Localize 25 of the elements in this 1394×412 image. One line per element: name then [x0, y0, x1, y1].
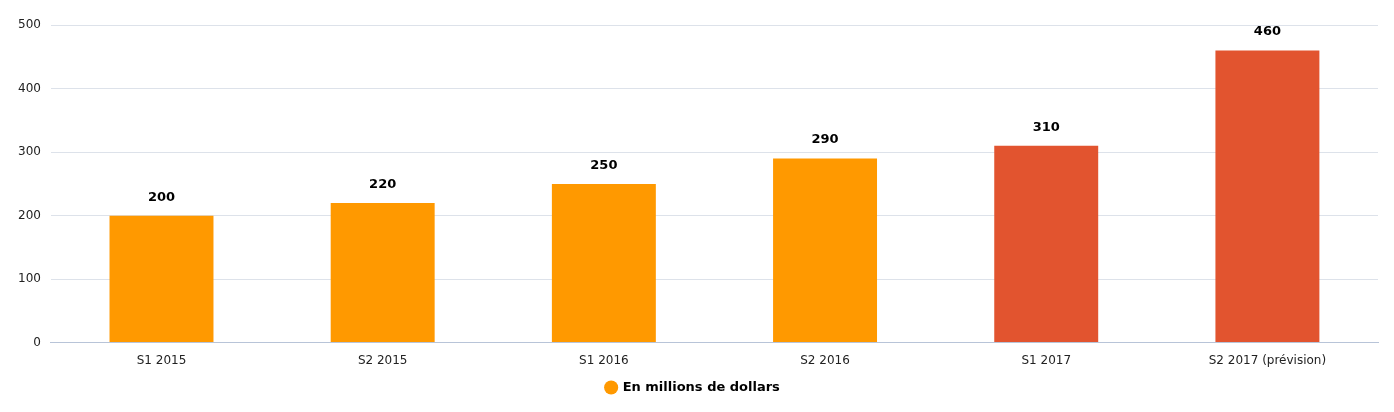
x-tick-label: S2 2016 [800, 352, 850, 367]
bar [773, 158, 878, 343]
data-label: 460 [1253, 23, 1281, 39]
y-tick-label: 100 [18, 271, 41, 286]
legend-label: En millions de dollars [622, 378, 781, 394]
y-tick-label: 400 [18, 80, 41, 95]
y-tick-label: 200 [18, 207, 41, 222]
y-tick-label: 500 [18, 17, 41, 32]
y-tick-label: 300 [18, 144, 41, 159]
bar [551, 183, 656, 343]
x-tick-label: S2 2015 [357, 352, 408, 367]
bar [1215, 50, 1320, 343]
x-tick-label: S2 2017 (prévision) [1208, 352, 1327, 367]
x-tick-label: S1 2015 [136, 352, 187, 367]
bar [109, 215, 214, 343]
data-label: 250 [590, 156, 618, 172]
y-tick-label: 0 [33, 334, 41, 349]
bar [330, 202, 435, 343]
data-label: 200 [147, 188, 176, 204]
x-tick-label: S1 2017 [1021, 352, 1072, 367]
bar [994, 145, 1099, 343]
data-label: 310 [1032, 118, 1060, 134]
x-tick-label: S1 2016 [579, 352, 629, 367]
data-label: 220 [369, 175, 397, 191]
data-label: 290 [811, 131, 839, 147]
